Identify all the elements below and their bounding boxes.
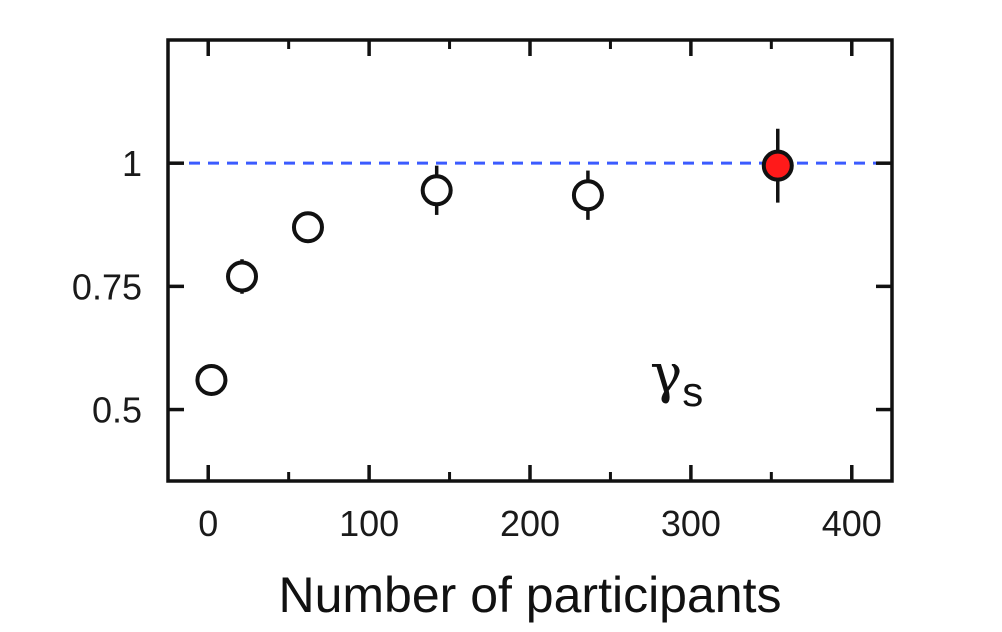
data-point	[195, 363, 228, 396]
annotation-subscript: s	[682, 368, 703, 415]
x-tick-label: 300	[661, 503, 721, 544]
plot-area: 0 100 200 300 400 0.5 0.75 1	[72, 38, 894, 544]
y-tick-label: 0.75	[72, 266, 142, 307]
data-point	[571, 179, 604, 212]
data-point	[226, 260, 259, 293]
plot-frame	[166, 38, 894, 483]
x-tick-label: 0	[198, 503, 218, 544]
x-tick-label: 100	[339, 503, 399, 544]
x-axis-label: Number of participants	[278, 567, 781, 623]
data-point	[420, 174, 453, 207]
data-point	[291, 211, 324, 244]
y-tick-label: 0.5	[92, 390, 142, 431]
data-point-highlighted	[761, 149, 794, 182]
x-tick-label: 400	[822, 503, 882, 544]
x-tick-label: 200	[500, 503, 560, 544]
gamma-s-annotation: γs	[650, 342, 703, 415]
annotation-symbol: γ	[650, 342, 682, 405]
y-tick-label: 1	[122, 143, 142, 184]
